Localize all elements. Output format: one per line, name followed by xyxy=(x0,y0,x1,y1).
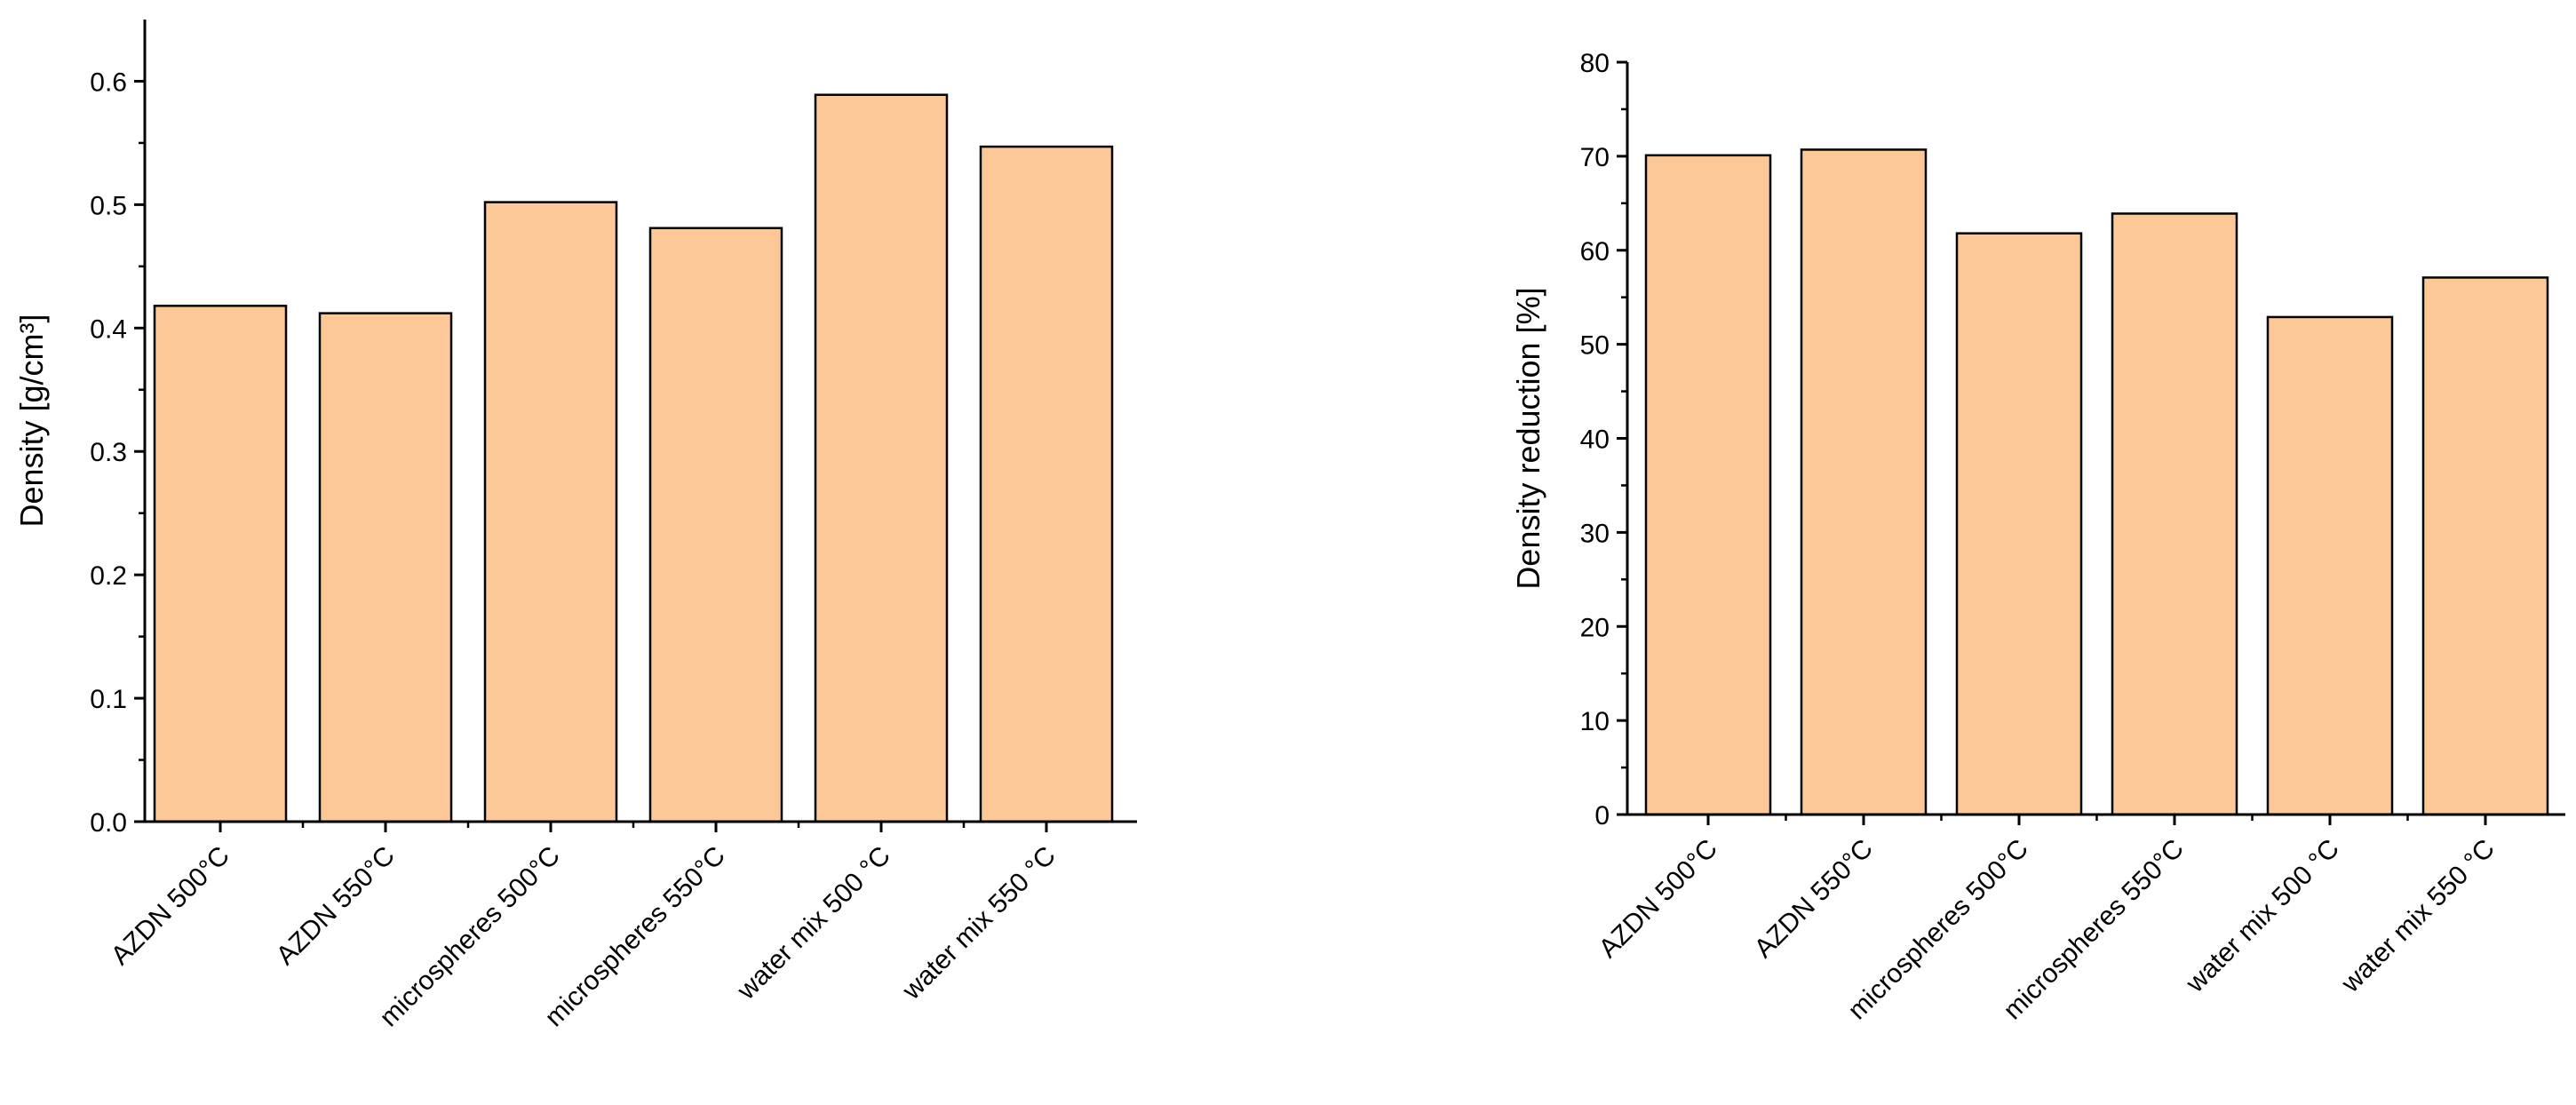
y-tick-label: 0.1 xyxy=(90,685,127,714)
bar-3 xyxy=(483,201,618,823)
x-tick-label: AZDN 550°C xyxy=(1749,834,1879,964)
y-tick-label: 30 xyxy=(1580,519,1610,548)
x-tick-label: microspheres 550°C xyxy=(539,841,731,1033)
density-chart: 0.0 0.1 0.2 0.3 0.4 0.5 0.6 AZDN 500°C AZDN 550°… xyxy=(13,20,1137,1032)
x-tick-label: microspheres 500°C xyxy=(374,841,566,1033)
y-tick-label: 0.2 xyxy=(90,561,127,591)
y-tick-label: 10 xyxy=(1580,707,1610,736)
bar-6 xyxy=(979,145,1114,823)
bar-5 xyxy=(2266,315,2394,816)
x-tick-label: water mix 550 °C xyxy=(2335,834,2500,999)
bar-2 xyxy=(1800,148,1928,816)
bar-3 xyxy=(1955,232,2083,816)
y-tick-label: 0.4 xyxy=(90,314,127,344)
x-tick-label: water mix 500 °C xyxy=(2180,834,2345,999)
bar-1 xyxy=(1644,154,1772,816)
bar-1 xyxy=(153,305,288,823)
x-tick-label: AZDN 500°C xyxy=(106,841,235,971)
y-tick-label: 0.3 xyxy=(90,438,127,467)
y-tick-label: 0 xyxy=(1594,801,1610,831)
y-tick-label: 20 xyxy=(1580,613,1610,642)
y-axis-label: Density [g/cm³] xyxy=(13,314,50,527)
y-tick-label: 70 xyxy=(1580,143,1610,172)
density-reduction-chart: 0 10 20 30 40 50 60 70 80 AZDN 500°C AZDN 550°C mic… xyxy=(1510,49,2565,1025)
y-axis-label: Density reduction [%] xyxy=(1510,287,1546,589)
x-tick-label: water mix 550 °C xyxy=(896,841,1061,1006)
bar-6 xyxy=(2421,276,2549,816)
y-tick-label: 50 xyxy=(1580,331,1610,361)
bar-4 xyxy=(2111,212,2238,816)
x-tick-label: AZDN 500°C xyxy=(1594,834,1723,964)
x-tick-label: AZDN 550°C xyxy=(271,841,401,971)
y-tick-label: 60 xyxy=(1580,237,1610,266)
x-tick-label: water mix 500 °C xyxy=(731,841,896,1006)
y-tick-label: 40 xyxy=(1580,425,1610,455)
bar-2 xyxy=(318,312,453,823)
x-tick-label: microspheres 550°C xyxy=(1998,834,2190,1026)
bar-4 xyxy=(648,227,783,823)
y-tick-label: 80 xyxy=(1580,49,1610,78)
bar-5 xyxy=(814,93,949,823)
y-tick-label: 0.0 xyxy=(90,808,127,838)
y-tick-label: 0.5 xyxy=(90,191,127,220)
y-tick-label: 0.6 xyxy=(90,68,127,97)
